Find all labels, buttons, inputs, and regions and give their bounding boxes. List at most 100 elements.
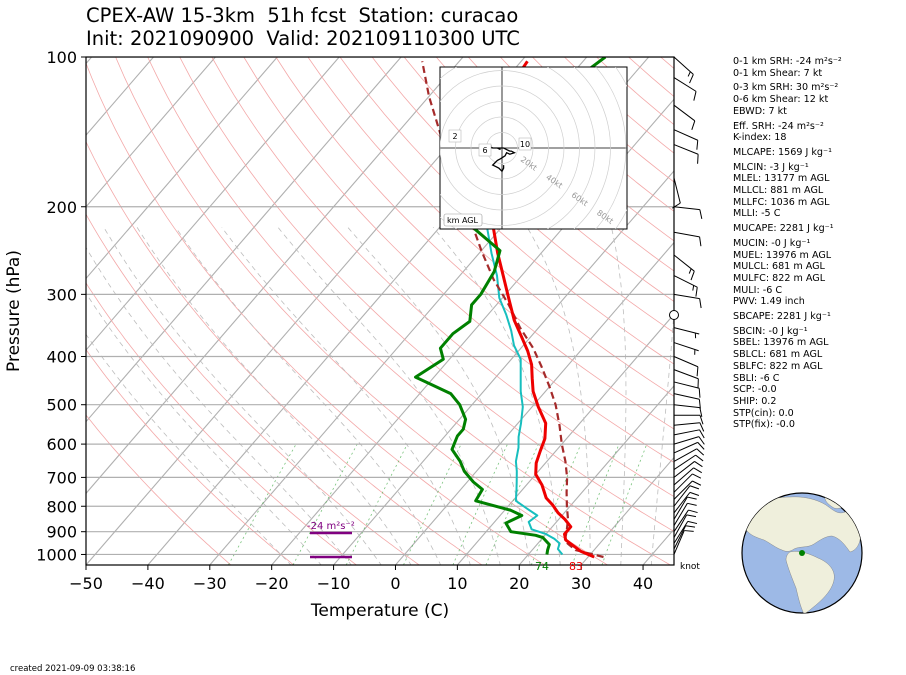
x-tick-label: −20 [255, 574, 289, 593]
mixing-ratio-line [571, 443, 620, 565]
dry-adiabat [339, 57, 674, 365]
wind-barb-flag [684, 530, 694, 532]
x-tick-label: −50 [69, 574, 103, 593]
moist-adiabat [432, 227, 561, 565]
index-line: SBLFC: 822 m AGL [733, 360, 823, 372]
isotherm [456, 313, 674, 565]
wind-barb-staff [673, 422, 700, 426]
srh-label: -24 m²s⁻² [307, 521, 355, 532]
index-line: MLCIN: -3 J kg⁻¹ [733, 161, 809, 173]
wind-barb [673, 502, 697, 526]
dry-adiabat [86, 282, 357, 565]
wind-barb-staff [673, 381, 700, 389]
index-line: MUCAPE: 2281 J kg⁻¹ [733, 223, 834, 235]
index-line: Eff. SRH: -24 m²s⁻² [733, 120, 824, 132]
wind-barb [673, 436, 705, 445]
moist-adiabat [611, 227, 627, 565]
created-timestamp: created 2021-09-09 03:38:16 [10, 664, 136, 674]
index-line: SCP: -0.0 [733, 384, 777, 396]
hodograph-height-box [448, 129, 462, 143]
index-line: SBLCL: 681 m AGL [733, 349, 823, 361]
y-tick-label: 800 [46, 497, 77, 516]
wind-barb [673, 104, 696, 130]
wind-barb-flag [687, 496, 697, 500]
x-tick-label: −30 [193, 574, 227, 593]
moist-adiabat [175, 227, 442, 565]
wind-barb-flag [694, 461, 703, 468]
wind-barb [672, 177, 681, 209]
wind-barb-staff [673, 404, 700, 409]
hodograph-height-label: 6 [482, 146, 487, 155]
isobars [86, 57, 674, 556]
y-tick-label: 400 [46, 348, 77, 367]
y-tick-label: 700 [46, 468, 77, 487]
wind-barb-flag [689, 74, 694, 84]
index-line: MLLI: -5 C [733, 208, 781, 220]
wind-barb-staff [673, 356, 699, 368]
dry-adiabat [403, 57, 674, 302]
station-marker [799, 550, 805, 556]
index-line: SHIP: 0.2 [733, 395, 777, 407]
moist-adiabat [347, 227, 531, 565]
dry-adiabat [115, 57, 608, 565]
wind-barb-staff [673, 369, 699, 380]
y-tick-label: 100 [46, 48, 77, 67]
wind-barb-staff [673, 473, 693, 493]
wind-barb-flag [699, 236, 702, 247]
wind-barb [673, 77, 697, 101]
moist-adiabat [277, 227, 501, 565]
x-axis-ticks: −50 −40 −30 −20 −10 0 10 20 30 40 [69, 565, 653, 593]
dry-adiabat [179, 57, 674, 532]
wind-barb-flag [699, 415, 704, 425]
wind-barb-flag [699, 209, 703, 220]
wind-barb-staff [673, 448, 697, 462]
hodograph-height-box [518, 137, 532, 151]
wind-barb-half [692, 285, 695, 291]
wind-barb-flag [672, 202, 681, 209]
y-tick-label: 1000 [36, 545, 77, 564]
wind-barb [673, 129, 699, 150]
wind-barb-flag [699, 429, 705, 439]
wind-barb-flag [692, 473, 702, 479]
wind-barb-flag [687, 502, 697, 506]
index-line: MLCAPE: 1569 J kg⁻¹ [733, 146, 832, 158]
mixing-ratio-line [403, 443, 462, 565]
wind-barb [673, 509, 698, 532]
wind-barb-staff [673, 293, 700, 300]
hodograph-corner-label-box [443, 213, 483, 227]
wind-barb-flag [692, 480, 702, 486]
wind-barb [673, 467, 703, 486]
dry-adiabat [211, 57, 674, 498]
wind-barb [673, 254, 695, 281]
wind-barb-flag [688, 509, 698, 514]
globe-land-north-america [742, 496, 861, 553]
index-line: EBWD: 7 kt [733, 105, 787, 117]
wind-barb-staff [673, 509, 689, 532]
title-line-1: CPEX-AW 15-3km 51h fcst Station: curacao [86, 4, 519, 27]
index-line: MUCIN: -0 J kg⁻¹ [733, 237, 811, 249]
index-line: SBCIN: -0 J kg⁻¹ [733, 325, 808, 337]
wind-barb [673, 441, 705, 454]
wind-barb-staff [673, 436, 700, 445]
wind-barb-flag [695, 454, 704, 462]
x-tick-label: 40 [633, 574, 653, 593]
wind-barb [673, 520, 698, 544]
index-line: STP(fix): -0.0 [733, 419, 795, 431]
wind-barb [673, 369, 699, 389]
moist-adiabat [136, 227, 412, 565]
y-tick-label: 300 [46, 285, 77, 304]
wind-barb-flag [697, 442, 705, 450]
mixing-ratio-line [601, 443, 648, 565]
hodograph-ring [595, 67, 627, 229]
wind-barb-staff [673, 467, 694, 486]
index-line: MULI: -6 C [733, 284, 783, 296]
wind-barb-flag [693, 91, 697, 101]
surface-temperature-label: 83 [569, 560, 583, 573]
wind-barb [673, 231, 702, 247]
dry-adiabat [275, 57, 674, 430]
wind-barb [673, 422, 705, 432]
wind-barb [673, 461, 703, 478]
dry-adiabat [243, 57, 674, 463]
index-line: MLEL: 13177 m AGL [733, 173, 830, 185]
